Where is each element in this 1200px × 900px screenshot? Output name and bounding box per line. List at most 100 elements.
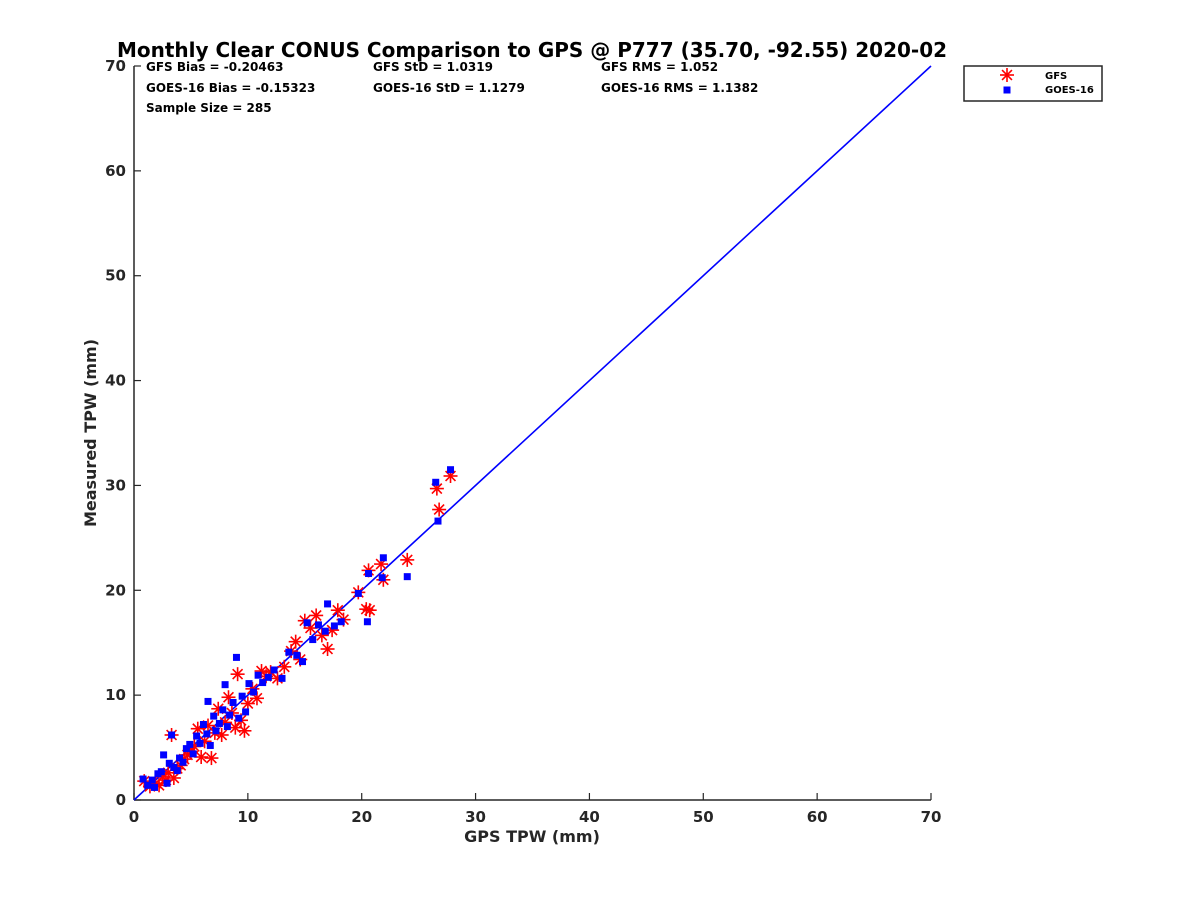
legend-goes16-marker	[1003, 86, 1011, 94]
y-tick-label: 0	[116, 791, 126, 809]
stat-gfs-bias: GFS Bias = -0.20463	[146, 60, 283, 74]
stat-goes16-bias: GOES-16 Bias = -0.15323	[146, 81, 315, 95]
stat-gfs-std: GFS StD = 1.0319	[373, 60, 493, 74]
goes16-point	[259, 679, 267, 687]
stat-goes16-rms: GOES-16 RMS = 1.1382	[601, 81, 758, 95]
x-tick-label: 40	[579, 808, 600, 826]
goes16-point	[314, 621, 322, 629]
goes16-point	[144, 781, 152, 789]
x-tick-label: 50	[693, 808, 714, 826]
y-tick-label: 40	[105, 372, 126, 390]
goes16-point	[299, 658, 307, 666]
x-tick-label: 20	[351, 808, 372, 826]
goes16-point	[242, 708, 250, 716]
goes16-point	[206, 741, 214, 749]
goes16-point	[150, 783, 158, 791]
goes16-point	[221, 681, 229, 689]
goes16-point	[226, 711, 234, 719]
goes16-point	[219, 706, 227, 714]
goes16-point	[363, 618, 371, 626]
legend-gfs-asterisk	[1000, 68, 1014, 82]
goes16-point	[250, 688, 258, 696]
stat-goes16-std: GOES-16 StD = 1.1279	[373, 81, 525, 95]
gfs-point	[400, 552, 415, 567]
goes16-point	[264, 673, 272, 681]
goes16-point	[199, 721, 207, 729]
goes16-point	[238, 692, 246, 700]
gfs-point	[362, 603, 377, 618]
goes16-point	[189, 750, 197, 758]
x-tick-label: 60	[807, 808, 828, 826]
gfs-point	[330, 603, 345, 618]
tick-group: 0 10 20 30 40 50 60 70 0 10 20 30 40 50 60 70	[105, 57, 941, 826]
gfs-point	[277, 659, 292, 674]
y-tick-label: 20	[105, 581, 126, 599]
gfs-point	[288, 634, 303, 649]
goes16-point	[254, 671, 262, 679]
x-tick-label: 0	[129, 808, 139, 826]
gfs-point	[237, 723, 252, 738]
gfs-point	[230, 667, 245, 682]
goes16-point	[210, 712, 218, 720]
y-axis-label: Measured TPW (mm)	[81, 339, 100, 527]
goes16-point	[303, 619, 311, 627]
legend-gfs-marker	[1000, 68, 1014, 82]
goes16-point	[354, 589, 362, 597]
goes16-point	[173, 767, 181, 775]
goes16-point	[379, 554, 387, 562]
goes16-point	[235, 714, 243, 722]
y-tick-label: 10	[105, 686, 126, 704]
goes16-point	[337, 618, 345, 626]
goes16-point	[163, 779, 171, 787]
goes16-point	[447, 466, 455, 474]
goes16-point	[365, 570, 373, 578]
goes16-point	[160, 751, 168, 759]
goes16-point	[179, 758, 187, 766]
legend-gfs-label: GFS	[1045, 71, 1067, 82]
goes16-point	[165, 759, 173, 767]
stat-sample-size: Sample Size = 285	[146, 101, 272, 115]
goes16-point	[139, 775, 147, 783]
gfs-point	[228, 720, 243, 735]
gfs-point	[320, 642, 335, 657]
x-tick-label: 30	[465, 808, 486, 826]
goes16-point	[270, 666, 278, 674]
goes16-point	[245, 680, 253, 688]
goes16-point	[223, 723, 231, 731]
plot-area: 0 10 20 30 40 50 60 70 0 10 20 30 40 50 60 70	[105, 57, 941, 826]
goes16-point	[309, 636, 317, 644]
goes16-point	[293, 651, 301, 659]
gfs-point	[309, 608, 324, 623]
goes16-point	[229, 698, 237, 706]
goes16-point	[324, 600, 332, 608]
goes16-point	[193, 732, 201, 740]
goes16-point	[330, 622, 338, 630]
goes16-point	[148, 776, 156, 784]
legend-box	[963, 65, 1103, 102]
x-axis-label: GPS TPW (mm)	[464, 827, 600, 846]
goes16-point	[378, 574, 386, 582]
goes16-point	[321, 627, 329, 635]
y-tick-label: 50	[105, 267, 126, 285]
y-tick-label: 60	[105, 162, 126, 180]
y-tick-label: 70	[105, 57, 126, 75]
y-tick-label: 30	[105, 476, 126, 494]
goes16-point	[285, 648, 293, 656]
goes16-point	[182, 745, 190, 753]
goes16-series	[139, 466, 455, 791]
x-tick-label: 70	[921, 808, 942, 826]
goes16-point	[196, 739, 204, 747]
goes16-point	[212, 727, 220, 735]
goes16-point	[186, 740, 194, 748]
chart-title: Monthly Clear CONUS Comparison to GPS @ …	[117, 38, 947, 62]
legend-goes16-label: GOES-16	[1045, 85, 1094, 96]
goes16-point	[215, 719, 223, 727]
gfs-point	[204, 751, 219, 766]
goes16-point	[168, 731, 176, 739]
gfs-point	[214, 727, 229, 742]
goes16-point	[232, 653, 240, 661]
stats-block: GFS Bias = -0.20463 GFS StD = 1.0319 GFS…	[146, 60, 758, 115]
goes16-point	[176, 754, 184, 762]
goes16-point	[157, 768, 165, 776]
